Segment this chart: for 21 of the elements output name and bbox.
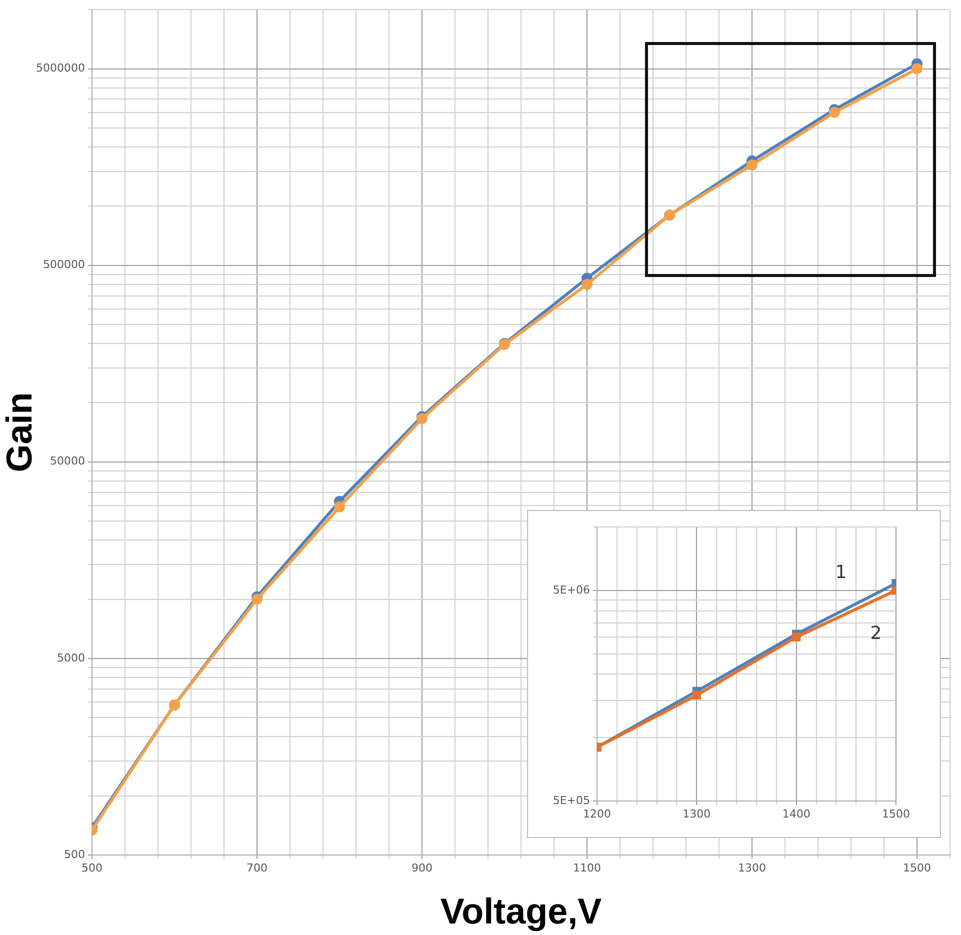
x-tick-label: 700 xyxy=(246,861,268,874)
x-tick-label: 900 xyxy=(412,861,432,874)
x-tick-label: 1200 xyxy=(583,807,611,820)
y-tick-label: 50000 xyxy=(50,454,85,468)
x-tick-label: 1300 xyxy=(738,861,766,874)
series-label: 1 xyxy=(835,562,847,584)
x-tick-label: 1300 xyxy=(682,807,711,820)
x-tick-label: 1500 xyxy=(882,807,910,820)
y-tick-label: 5000000 xyxy=(36,62,85,75)
x-axis-title: Voltage,V xyxy=(440,890,602,932)
y-tick-label: 500000 xyxy=(43,258,85,272)
x-tick-label: 1500 xyxy=(903,861,931,874)
series-label: 2 xyxy=(870,623,882,644)
y-tick-label: 500 xyxy=(64,848,85,861)
y-axis-title: Gain xyxy=(0,392,40,472)
y-tick-label: 5E+06 xyxy=(552,583,590,596)
y-tick-label: 5000 xyxy=(57,651,85,664)
y-tick-label: 5E+05 xyxy=(552,794,590,807)
x-tick-label: 1100 xyxy=(573,861,601,874)
x-tick-label: 500 xyxy=(82,861,102,874)
x-tick-label: 1400 xyxy=(782,807,810,820)
